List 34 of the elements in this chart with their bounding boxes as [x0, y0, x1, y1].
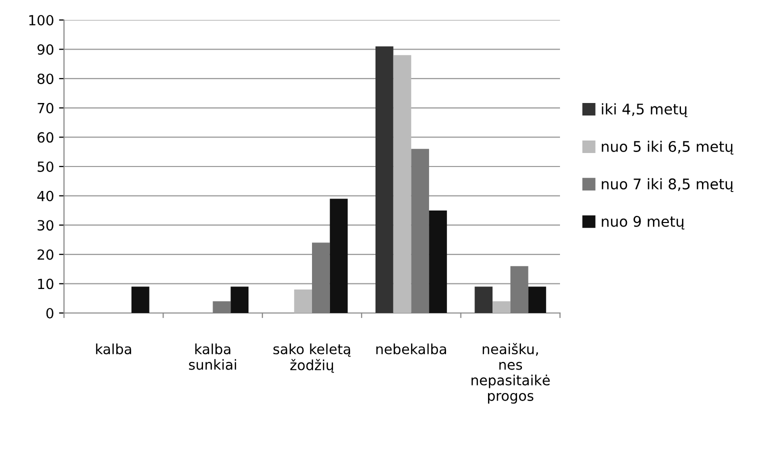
y-tick-label: 50: [38, 161, 54, 172]
bar: [294, 290, 312, 313]
y-tick-label: 20: [38, 249, 54, 260]
bar: [528, 286, 546, 313]
y-tick-label: 0: [46, 308, 54, 318]
legend-label: iki 4,5 metų: [602, 103, 688, 118]
y-tick-label: 10: [38, 278, 54, 290]
x-tick-label: nebekalba: [376, 344, 446, 354]
bar: [411, 148, 430, 313]
legend-label: nuo 5 iki 6,5 metų: [602, 140, 734, 155]
bar: [312, 242, 330, 313]
x-tick-label: kalba: [96, 344, 132, 354]
x-tick-label: kalba sunkiai: [189, 344, 236, 370]
x-tick-label: sako keletą žodžių: [273, 344, 351, 373]
bar: [375, 46, 394, 313]
bar: [510, 266, 528, 313]
y-tick-label: 60: [38, 132, 54, 143]
bar: [429, 210, 447, 313]
bar: [474, 286, 493, 313]
y-tick-label: 100: [29, 14, 54, 26]
legend-label: nuo 9 metų: [602, 216, 684, 230]
y-tick-label: 80: [38, 74, 54, 84]
y-tick-label: 70: [38, 102, 54, 114]
y-tick-label: 30: [38, 220, 54, 231]
bar: [230, 286, 249, 313]
legend-label: nuo 7 iki 8,5 metų: [602, 178, 734, 192]
bar: [393, 55, 412, 313]
y-tick-label: 40: [37, 190, 54, 202]
bar: [492, 301, 510, 313]
y-tick-label: 90: [37, 44, 54, 55]
x-tick-label: neaišku, nes nepasitaikė progos: [472, 343, 550, 404]
bar: [212, 301, 231, 313]
bar: [131, 286, 150, 313]
bar: [330, 198, 348, 313]
